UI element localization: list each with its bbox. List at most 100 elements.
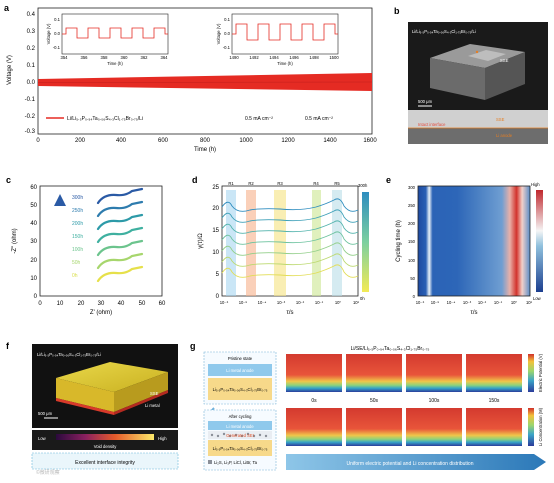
c-nyquist-curves bbox=[96, 187, 144, 283]
e-colorbar bbox=[536, 190, 543, 292]
e-xtick-4: 10⁻² bbox=[478, 300, 487, 305]
b-scale: 500 μm bbox=[418, 99, 433, 104]
a-ytick-6: -0.2 bbox=[25, 114, 36, 120]
d-curve-5 bbox=[221, 253, 359, 267]
a-current-2: 0.5 mA cm⁻² bbox=[305, 116, 333, 122]
f-li-metal: Li metal bbox=[145, 403, 160, 408]
g-cb2: Li Concentration (M) bbox=[538, 407, 543, 446]
d-xtick-6: 10⁰ bbox=[335, 300, 342, 305]
a-xtick-2: 400 bbox=[116, 138, 127, 144]
c-xtick-3: 30 bbox=[98, 301, 105, 307]
c-lbl-5: 50h bbox=[72, 260, 81, 266]
a-xlabel: Time (h) bbox=[194, 147, 216, 153]
a-xtick-5: 1000 bbox=[239, 138, 253, 144]
c-lbl-2: 200h bbox=[72, 221, 83, 227]
c-curve-300h bbox=[96, 187, 144, 205]
d-xtick-2: 10⁻⁴ bbox=[258, 300, 267, 305]
c-ytick-0: 0 bbox=[34, 294, 38, 300]
g-time-2: 100s bbox=[429, 398, 440, 404]
c-xtick-1: 10 bbox=[57, 301, 64, 307]
e-ytick-6: 300 bbox=[408, 185, 416, 190]
c-curve-200h bbox=[96, 213, 144, 231]
g-time-3: 150s bbox=[489, 398, 500, 404]
c-ytick-6: 60 bbox=[30, 185, 37, 191]
e-cb-low: Low bbox=[533, 296, 542, 301]
a-xtick-4: 800 bbox=[200, 138, 211, 144]
a-inset2-xtick-4: 1498 bbox=[309, 55, 319, 60]
c-ytick-2: 20 bbox=[30, 258, 37, 264]
e-xtick-5: 10⁻¹ bbox=[494, 300, 503, 305]
a-voltage-trace bbox=[38, 73, 372, 91]
a-current-1: 0.5 mA cm⁻² bbox=[245, 116, 273, 122]
d-colorbar bbox=[362, 192, 369, 292]
f-cube-front bbox=[56, 378, 114, 412]
panel-g-label: g bbox=[190, 341, 196, 351]
g-arrow-text: Uniform electric potential and Li concen… bbox=[346, 461, 473, 467]
a-inset2-ylabel: Voltage (V) bbox=[216, 23, 221, 44]
c-curve-50h bbox=[96, 252, 144, 270]
g-time-1: 50s bbox=[370, 398, 379, 404]
d-xtick-4: 10⁻² bbox=[296, 300, 305, 305]
f-title: Li/Li₅.₅P₀.₉₄Ta₀.₀₆S₄.₃Cl₁.₇₅Br₀.₇₅/Li bbox=[37, 352, 101, 357]
panel-c-label: c bbox=[6, 175, 11, 185]
d-ytick-3: 15 bbox=[212, 228, 219, 234]
f-colorbar bbox=[56, 434, 154, 440]
a-inset2-xtick-1: 1492 bbox=[249, 55, 259, 60]
panel-f-label: f bbox=[6, 341, 10, 351]
c-lbl-3: 150h bbox=[72, 234, 83, 240]
d-ytick-5: 25 bbox=[212, 185, 219, 191]
b-cube-front bbox=[430, 58, 485, 100]
a-ytick-3: 0.1 bbox=[27, 63, 36, 69]
c-curve-250h bbox=[96, 200, 144, 218]
d-r2: R2 bbox=[248, 181, 254, 186]
f-cb-low: Low bbox=[38, 436, 47, 441]
g-after-sse bbox=[208, 440, 272, 456]
d-region-r4 bbox=[312, 190, 321, 296]
g-colorbar-2 bbox=[528, 408, 534, 446]
f-cb-high: High bbox=[158, 436, 167, 441]
d-ytick-4: 20 bbox=[212, 206, 219, 212]
g-sim-row-2 bbox=[286, 408, 522, 446]
d-r4: R4 bbox=[313, 181, 319, 186]
c-lbl-0: 300h bbox=[72, 195, 83, 201]
f-caption-box bbox=[31, 452, 179, 470]
e-ylabel: Cycling time (h) bbox=[396, 220, 402, 262]
a-ytick-5: -0.1 bbox=[25, 97, 36, 103]
e-xtick-2: 10⁻⁴ bbox=[447, 300, 456, 305]
a-inset2-xtick-0: 1490 bbox=[229, 55, 239, 60]
b-anode: Li anode bbox=[496, 133, 513, 138]
watermark: ©微研观察 bbox=[36, 469, 60, 476]
g-sim-150s-potential bbox=[466, 354, 522, 392]
g-sim-100s-potential bbox=[406, 354, 462, 392]
g-after: After cycling bbox=[229, 414, 252, 419]
e-heatmap bbox=[418, 186, 530, 296]
a-xtick-1: 200 bbox=[75, 138, 86, 144]
c-ytick-4: 40 bbox=[30, 221, 37, 227]
d-curve-0 bbox=[221, 198, 359, 212]
a-inset2-xlabel: Time (h) bbox=[277, 61, 293, 66]
g-after-sse-label: Li₅.₅P₀.₉₄Ta₀.₀₆S₄.₃Cl₁.₇₅Br₀.₇₅ bbox=[213, 446, 268, 451]
a-ytick-4: 0.0 bbox=[27, 80, 36, 86]
g-sim-0s-conc bbox=[286, 408, 342, 446]
panel-f: f Li/Li₅.₅P₀.₉₄Ta₀.₀₆S₄.₃Cl₁.₇₅Br₀.₇₅/Li… bbox=[6, 341, 179, 470]
c-xtick-5: 50 bbox=[139, 301, 146, 307]
g-colorbar-1 bbox=[528, 354, 534, 392]
a-inset1-ytick-1: 0.0 bbox=[54, 31, 60, 36]
g-arrow bbox=[286, 454, 546, 470]
e-ytick-1: 50 bbox=[410, 276, 415, 281]
c-xtick-2: 20 bbox=[78, 301, 85, 307]
a-inset2-xtick-3: 1496 bbox=[289, 55, 299, 60]
b-title: Li/Li₅.₅P₀.₉₄Ta₀.₀₆S₄.₃Cl₁.₇₅Br₀.₇₅/Li bbox=[412, 29, 476, 34]
panel-a-label: a bbox=[4, 3, 10, 13]
g-pristine-li-label: Li metal anode bbox=[226, 368, 254, 373]
d-xtick-0: 10⁻⁶ bbox=[220, 300, 229, 305]
d-region-r3 bbox=[274, 190, 286, 296]
a-xtick-8: 1600 bbox=[363, 138, 377, 144]
d-curve-1 bbox=[221, 209, 359, 223]
a-ytick-1: 0.3 bbox=[27, 29, 36, 35]
e-ytick-5: 250 bbox=[408, 203, 416, 208]
a-legend: Li/Li₅.₅P₀.₉₄Ta₀.₀₆S₄.₃Cl₁.₇₅Br₀.₇₅/Li bbox=[67, 116, 143, 122]
panel-d-label: d bbox=[192, 175, 198, 185]
d-r3: R3 bbox=[277, 181, 283, 186]
a-inset2-ytick-2: -0.1 bbox=[223, 45, 231, 50]
